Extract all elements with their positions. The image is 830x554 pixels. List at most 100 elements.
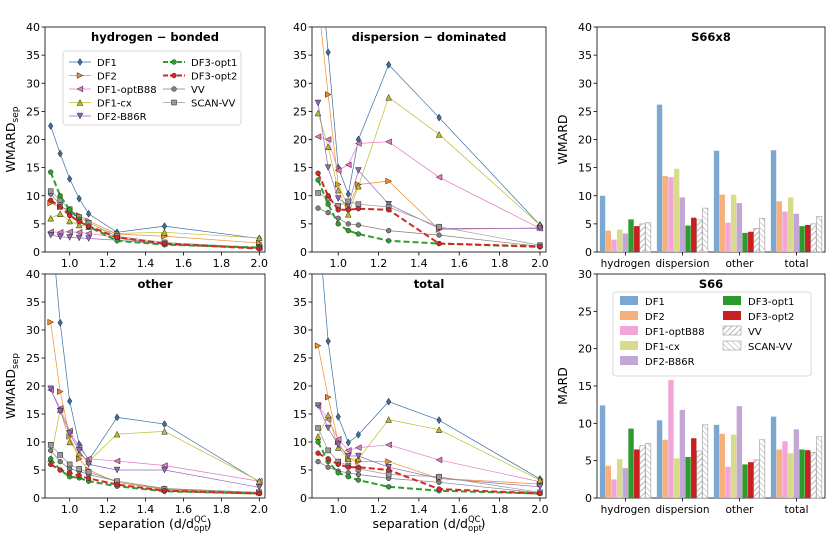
bar-scan-vv: [816, 216, 823, 253]
legend-box: [612, 291, 812, 377]
series-df1-optb88-point: [66, 228, 73, 236]
x-tick-label: 2.0: [531, 503, 549, 516]
x-tick-label: 1.0: [61, 257, 79, 270]
series-df1-point: [76, 194, 82, 203]
legend-df2-b86r-swatch: [620, 356, 638, 365]
series-df3-opt1-point: [67, 207, 73, 213]
y-tick-label: 0: [585, 492, 592, 505]
series-df3-opt2: [315, 170, 543, 250]
y-tick-label: 0: [300, 492, 307, 505]
series-scan-vv: [315, 190, 543, 248]
y-tick-label: 0: [33, 492, 40, 505]
series-df1-optb88-line: [50, 389, 260, 482]
series-vv-point: [386, 227, 392, 234]
bar-vv: [696, 219, 703, 253]
x-tick-label: other: [726, 504, 755, 516]
y-tick-label: 5: [585, 218, 592, 231]
legend-df1-optb88-swatch: [620, 326, 638, 335]
y-tick-label: 20: [26, 134, 40, 147]
y-tick-label: 10: [26, 436, 40, 449]
series-vv-point: [335, 215, 341, 221]
legend-df3-opt2-label: DF3-opt2: [191, 72, 237, 83]
x-tick-label: 1.6: [451, 257, 469, 270]
x-tick-label: 1.0: [329, 503, 347, 516]
series-df2-line: [50, 322, 260, 493]
line-chart-0: 0 5 10 15 20 25 30 35 40 hydrogen − bonded WMARDse…: [3, 21, 268, 270]
y-axis-label: WMARDsep: [3, 353, 21, 419]
series-df2-b86r-point: [56, 408, 64, 415]
series-df1-cx: [314, 93, 544, 229]
series-df2-b86r-point: [536, 225, 544, 232]
series-df1-cx-point: [355, 182, 362, 190]
series-df3-opt1-point: [345, 227, 351, 234]
series-df1-point: [161, 420, 168, 429]
series-df2-b86r-point: [47, 231, 54, 239]
y-tick-label: 25: [26, 352, 40, 365]
series-df2-b86r-point: [334, 195, 342, 203]
series-df2-point: [385, 458, 393, 465]
series-scan-vv-point: [76, 466, 82, 472]
x-tick-label: 1.6: [175, 503, 193, 516]
legend: DF1 DF2 DF1-optB88 DF1-cx DF2-B86R DF3-opt1 DF…: [612, 291, 812, 377]
y-tick-label: 15: [293, 162, 307, 175]
series-vv: [315, 458, 543, 496]
series-df3-opt1-point: [325, 201, 331, 207]
series-df2-point: [314, 342, 322, 349]
y-tick-label: 15: [26, 162, 40, 175]
bar-df2: [605, 230, 611, 253]
series-df2-b86r-point: [314, 99, 322, 107]
legend-scan-vv-point: [171, 99, 177, 106]
series-df3-opt2: [48, 197, 262, 252]
legend-vv-swatch: [722, 325, 742, 336]
series-df3-opt2: [315, 450, 543, 497]
bar-df3-opt1: [799, 449, 805, 498]
series-df1-optb88-point: [354, 444, 362, 451]
legend-df1-label: DF1: [645, 297, 665, 308]
bar-group-total: [770, 150, 823, 253]
bar-df2-b86r: [736, 203, 743, 252]
line-chart-1: 0 5 10 15 20 25 30 35 40 dispersion − dominated 1.…: [293, 21, 549, 270]
line-chart-2: 0 5 10 15 20 25 30 35 40 other WMARDsep 1.0 1.2 1.4 1.…: [3, 268, 269, 534]
bar-group-other: [713, 150, 766, 253]
series-df2-b86r-point: [66, 234, 73, 241]
series-df3-opt2-point: [315, 450, 321, 456]
series-scan-vv-line: [317, 427, 541, 493]
chart-title: S66: [699, 277, 723, 291]
series-df1-point: [345, 438, 351, 447]
legend-vv-label: VV: [191, 85, 205, 96]
series-scan-vv-point: [85, 469, 92, 475]
series-df1-cx-point: [256, 477, 263, 485]
bar-df1-optb88: [668, 177, 674, 252]
bar-df2: [719, 433, 725, 498]
series-df3-opt2-point: [114, 234, 120, 241]
series-df2-b86r-point: [334, 441, 342, 449]
legend-df3-opt1-swatch: [723, 296, 741, 305]
series-df3-opt1-point: [315, 177, 321, 183]
series-df3-opt1-point: [335, 221, 341, 227]
series-df2-point: [57, 388, 64, 395]
bar-df3-opt1: [685, 225, 691, 252]
series-df1-optb88-point: [75, 229, 83, 236]
series-df1-point: [114, 413, 120, 422]
series-df1-cx-point: [385, 93, 392, 101]
series-df1-cx-point: [161, 228, 168, 236]
series-vv-point: [355, 471, 362, 478]
y-tick-label: 40: [578, 21, 592, 34]
series-df3-opt2-point: [161, 488, 168, 494]
series-df1-point: [86, 209, 92, 218]
series-df2-point: [324, 393, 332, 401]
bar-df3-opt2: [634, 449, 640, 498]
x-tick-label: 1.8: [213, 257, 231, 270]
series-df2-b86r-point: [85, 461, 92, 468]
bar-df1: [713, 424, 720, 498]
legend-df3-opt1-label: DF3-opt1: [191, 58, 237, 69]
y-tick-label: 5: [33, 218, 40, 231]
y-tick-label: 35: [293, 296, 307, 309]
bar-df2: [662, 176, 668, 252]
x-tick-label: total: [784, 258, 808, 270]
y-tick-label: 15: [293, 408, 307, 421]
chart-title: other: [137, 277, 172, 291]
series-df3-opt2-point: [386, 467, 392, 473]
x-tick-label: 2.0: [251, 503, 269, 516]
series-df3-opt1-line: [317, 179, 540, 248]
